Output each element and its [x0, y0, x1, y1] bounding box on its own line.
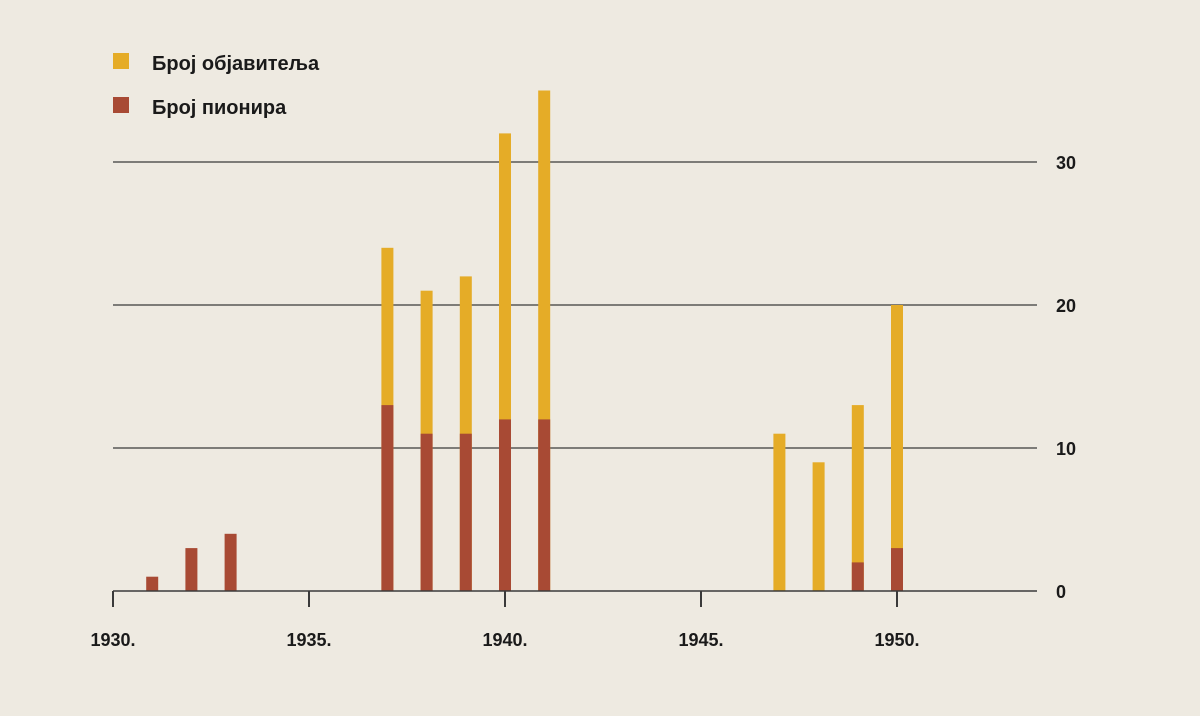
bar-pioneers-1949 — [851, 562, 864, 591]
bar-pioneers-1931 — [146, 576, 159, 591]
bar-pioneers-1940 — [499, 419, 511, 591]
y-tick-label: 30 — [1056, 153, 1076, 173]
bar-pioneers-1939 — [459, 433, 472, 591]
grid-lines — [113, 161, 1037, 449]
bars — [146, 90, 903, 592]
bar-publishers-1947 — [773, 433, 786, 591]
legend-label-pioneers: Број пионира — [152, 97, 287, 119]
bar-publishers-1949 — [851, 405, 864, 591]
bar-pioneers-1950 — [891, 548, 903, 591]
bar-pioneers-1937 — [381, 405, 394, 591]
bar-publishers-1950 — [891, 305, 903, 591]
bar-pioneers-1938 — [420, 433, 433, 591]
x-tick-label: 1940. — [482, 630, 527, 650]
legend-swatch-pioneers — [113, 97, 129, 113]
x-tick-label: 1935. — [286, 630, 331, 650]
y-tick-label: 0 — [1056, 582, 1066, 602]
y-tick-label: 10 — [1056, 439, 1076, 459]
x-tick-label: 1930. — [90, 630, 135, 650]
x-axis: 1930. 1935. 1940. 1945. 1950. — [90, 590, 1037, 650]
legend-label-publishers: Број објавитеља — [152, 53, 320, 75]
bar-pioneers-1941 — [538, 419, 551, 591]
bar-pioneers-1932 — [185, 548, 198, 591]
y-tick-label: 20 — [1056, 296, 1076, 316]
bar-pioneers-1933 — [224, 533, 237, 591]
x-tick-label: 1945. — [678, 630, 723, 650]
x-tick-label: 1950. — [874, 630, 919, 650]
y-axis-labels: 0 10 20 30 — [1056, 153, 1076, 602]
bar-publishers-1948 — [812, 462, 825, 591]
legend: Број објавитеља Број пионира — [113, 53, 320, 119]
legend-swatch-publishers — [113, 53, 129, 69]
